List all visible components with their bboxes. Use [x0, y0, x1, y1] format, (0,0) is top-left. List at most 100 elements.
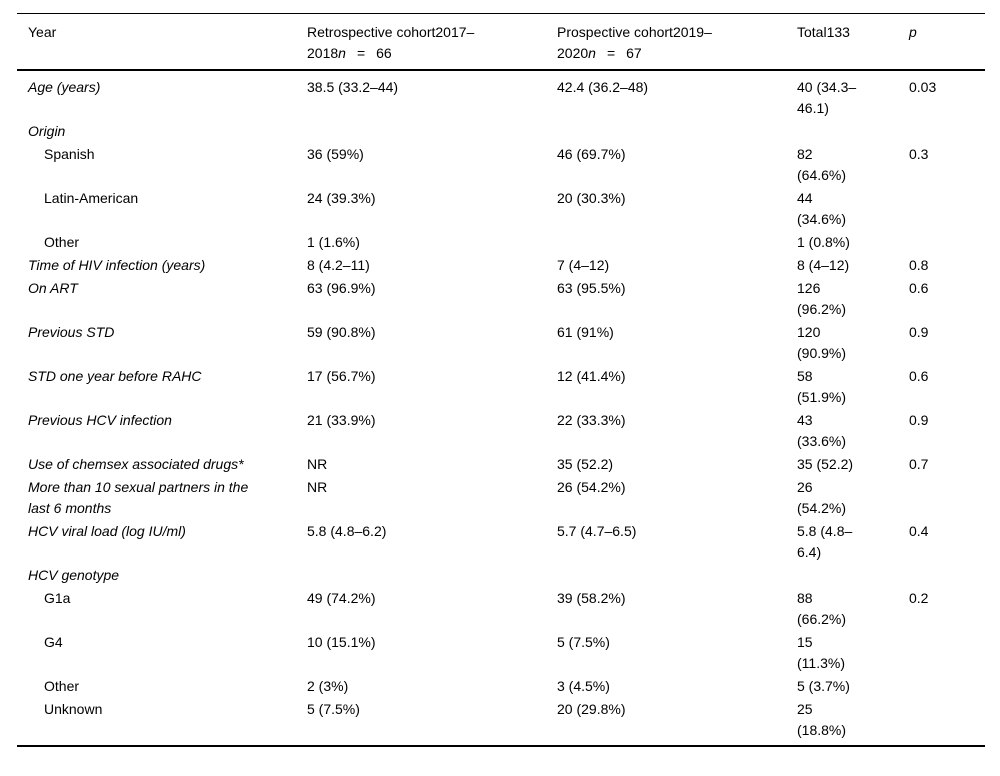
cell-total: 26 (54.2%) — [797, 479, 847, 516]
row-hcv-viral-load: HCV viral load (log IU/ml) 5.8 (4.8–6.2)… — [17, 520, 985, 564]
cell-retrospective: 21 (33.9%) — [307, 412, 376, 428]
row-genotype-g1a: G1a 49 (74.2%) 39 (58.2%) 88 (66.2%) 0.2 — [17, 587, 985, 631]
cell-prospective: 35 (52.2) — [557, 456, 614, 472]
cell-retrospective: 8 (4.2–11) — [307, 257, 370, 273]
cohort-comparison-table: Year Retrospective cohort2017–2018n = 66 P… — [17, 13, 985, 747]
cell-retrospective — [307, 120, 557, 143]
cell-prospective: 5.7 (4.7–6.5) — [557, 523, 637, 539]
cell-total: 82 (64.6%) — [797, 146, 847, 183]
cell-p-value: 0.6 — [909, 368, 929, 384]
cell-prospective: 22 (33.3%) — [557, 412, 626, 428]
header-total-label: Total133 — [797, 24, 850, 40]
row-origin-spanish: Spanish 36 (59%) 46 (69.7%) 82 (64.6%) 0… — [17, 143, 985, 187]
row-label: HCV genotype — [28, 567, 120, 583]
row-sexual-partners: More than 10 sexual partners in the last… — [17, 476, 985, 520]
cell-p-value — [909, 675, 985, 698]
row-label: G1a — [44, 590, 71, 606]
cell-prospective: 5 (7.5%) — [557, 634, 610, 650]
row-hcv-genotype: HCV genotype — [17, 564, 985, 587]
cell-total: 25 (18.8%) — [797, 701, 847, 738]
header-prospective-n-value: 67 — [626, 45, 642, 61]
cell-retrospective: 10 (15.1%) — [307, 634, 376, 650]
cell-prospective: 42.4 (36.2–48) — [557, 79, 649, 95]
row-label: Other — [44, 234, 80, 250]
cell-prospective: 39 (58.2%) — [557, 590, 626, 606]
cell-total: 43 (33.6%) — [797, 412, 847, 449]
row-label: HCV viral load (log IU/ml) — [28, 523, 186, 539]
header-prospective-label: Prospective cohort2019–2020 — [557, 24, 712, 61]
cell-total: 5.8 (4.8–6.4) — [797, 523, 853, 560]
cell-retrospective: NR — [307, 456, 328, 472]
header-retrospective-cohort: Retrospective cohort2017–2018n = 66 — [307, 14, 557, 71]
cell-prospective: 7 (4–12) — [557, 257, 610, 273]
cell-total: 8 (4–12) — [797, 257, 850, 273]
table-header-row: Year Retrospective cohort2017–2018n = 66 P… — [17, 14, 985, 71]
cell-total: 120 (90.9%) — [797, 324, 847, 361]
row-origin-other: Other 1 (1.6%) 1 (0.8%) — [17, 231, 985, 254]
cell-prospective — [557, 120, 797, 143]
table-body: Age (years) 38.5 (33.2–44) 42.4 (36.2–48… — [17, 70, 985, 746]
row-genotype-other: Other 2 (3%) 3 (4.5%) 5 (3.7%) — [17, 675, 985, 698]
cell-p-value: 0.3 — [909, 146, 929, 162]
cell-p-value — [909, 698, 985, 746]
header-p-label: p — [909, 24, 917, 40]
cell-p-value — [909, 631, 985, 675]
cell-retrospective: 1 (1.6%) — [307, 234, 360, 250]
cell-p-value — [909, 564, 985, 587]
cell-retrospective: 36 (59%) — [307, 146, 364, 162]
cell-retrospective: 63 (96.9%) — [307, 280, 376, 296]
cell-p-value: 0.03 — [909, 79, 937, 95]
row-label: Time of HIV infection (years) — [28, 257, 206, 273]
header-retrospective-n: n — [338, 45, 346, 61]
row-genotype-g4: G4 10 (15.1%) 5 (7.5%) 15 (11.3%) — [17, 631, 985, 675]
row-label: STD one year before RAHC — [28, 368, 202, 384]
row-genotype-unknown: Unknown 5 (7.5%) 20 (29.8%) 25 (18.8%) — [17, 698, 985, 746]
cell-retrospective: 17 (56.7%) — [307, 368, 376, 384]
cell-total: 40 (34.3–46.1) — [797, 79, 857, 116]
row-label: Origin — [28, 123, 66, 139]
header-retrospective-n-value: 66 — [376, 45, 392, 61]
cell-total: 58 (51.9%) — [797, 368, 847, 405]
header-prospective-n: n — [588, 45, 596, 61]
cell-total: 5 (3.7%) — [797, 678, 850, 694]
header-year: Year — [17, 14, 307, 71]
cell-retrospective: 2 (3%) — [307, 678, 349, 694]
row-label: Spanish — [44, 146, 95, 162]
header-retrospective-label: Retrospective cohort2017–2018 — [307, 24, 475, 61]
row-origin-latin-american: Latin-American 24 (39.3%) 20 (30.3%) 44 … — [17, 187, 985, 231]
row-label: Use of chemsex associated drugs* — [28, 456, 244, 472]
cell-total: 88 (66.2%) — [797, 590, 847, 627]
row-label: Latin-American — [44, 190, 139, 206]
cell-p-value: 0.9 — [909, 412, 929, 428]
cell-retrospective: NR — [307, 479, 328, 495]
header-prospective-cohort: Prospective cohort2019–2020n = 67 — [557, 14, 797, 71]
row-on-art: On ART 63 (96.9%) 63 (95.5%) 126 (96.2%)… — [17, 277, 985, 321]
cell-total: 35 (52.2) — [797, 456, 854, 472]
row-label: G4 — [44, 634, 63, 650]
cell-p-value: 0.6 — [909, 280, 929, 296]
cell-prospective: 46 (69.7%) — [557, 146, 626, 162]
cell-total: 1 (0.8%) — [797, 234, 850, 250]
row-label: Previous STD — [28, 324, 115, 340]
row-previous-hcv-infection: Previous HCV infection 21 (33.9%) 22 (33… — [17, 409, 985, 453]
cell-total: 15 (11.3%) — [797, 634, 845, 671]
header-prospective-equals: = — [606, 45, 616, 61]
cell-retrospective: 24 (39.3%) — [307, 190, 376, 206]
cell-p-value: 0.9 — [909, 324, 929, 340]
cell-prospective: 12 (41.4%) — [557, 368, 626, 384]
cell-total: 44 (34.6%) — [797, 190, 847, 227]
header-year-label: Year — [28, 24, 57, 40]
cell-prospective: 61 (91%) — [557, 324, 614, 340]
cell-prospective — [557, 564, 797, 587]
cell-prospective: 3 (4.5%) — [557, 678, 610, 694]
cell-p-value: 0.4 — [909, 523, 929, 539]
row-label: Age (years) — [28, 79, 101, 95]
row-label: Previous HCV infection — [28, 412, 172, 428]
row-std-one-year-before-rahc: STD one year before RAHC 17 (56.7%) 12 (… — [17, 365, 985, 409]
cell-p-value — [909, 476, 985, 520]
row-origin: Origin — [17, 120, 985, 143]
cell-retrospective: 5 (7.5%) — [307, 701, 360, 717]
document-page: Year Retrospective cohort2017–2018n = 66 P… — [0, 13, 1000, 776]
cell-p-value: 0.2 — [909, 590, 929, 606]
header-p-value: p — [909, 14, 985, 71]
